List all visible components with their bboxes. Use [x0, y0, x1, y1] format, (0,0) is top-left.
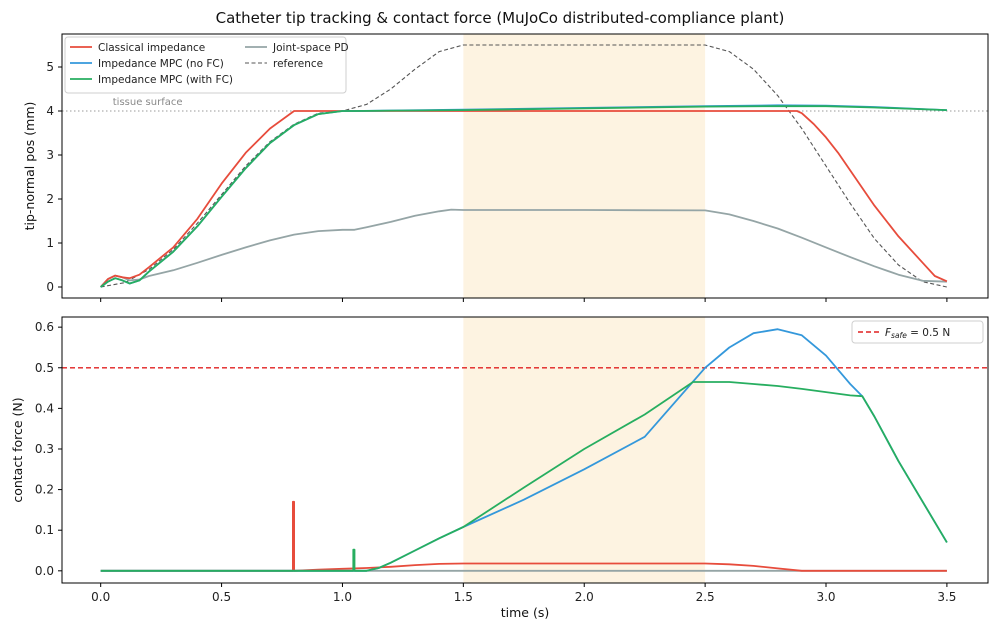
axes-frame: [61, 33, 989, 299]
plot-area: [100, 44, 948, 288]
bottom-axes: 0.0 0.5 1.0 1.5 2.0 2.5 3.0 3.5 0.0 0.1 0.2 0.3 0.4 0…: [10, 316, 989, 620]
fsafe-value: = 0.5 N: [907, 327, 950, 339]
plot-area: [100, 328, 948, 572]
y-tick-label: 0.2: [35, 483, 54, 497]
y-tick-label: 0.0: [35, 564, 54, 578]
y-tick-label: 0: [46, 280, 54, 294]
x-axis-label: time (s): [501, 605, 549, 620]
top-legend: Classical impedance Impedance MPC (no FC)…: [64, 36, 349, 94]
y-axis-label: contact force (N): [10, 397, 25, 502]
y-tick-label: 1: [46, 236, 54, 250]
legend-entry: Impedance MPC (with FC): [98, 74, 233, 86]
y-tick-label: 0.1: [35, 523, 54, 537]
fsafe-symbol: F: [885, 327, 892, 339]
shaded-region: [463, 34, 706, 298]
series-line-reference: [100, 44, 948, 288]
x-tick-label: 2.5: [696, 590, 715, 604]
y-axis-label: tip-normal pos (mm): [22, 102, 37, 231]
legend-entry: Classical impedance: [98, 42, 205, 54]
legend-entry: reference: [273, 58, 323, 70]
fsafe-subscript: safe: [891, 331, 907, 340]
x-tick-label: 3.0: [816, 590, 835, 604]
y-tick-label: 3: [46, 148, 54, 162]
top-axes: tissue surface 0 1 2 3 4 5 tip-normal pos (mm) C…: [22, 33, 989, 302]
tissue-surface-label: tissue surface: [113, 97, 183, 108]
legend-box: [64, 36, 347, 94]
y-tick-label: 0.6: [35, 320, 54, 334]
y-tick-label: 5: [46, 60, 54, 74]
series-line-mpc_fc: [100, 105, 947, 288]
series-line-classical: [100, 500, 947, 572]
x-tick-label: 0.0: [91, 590, 110, 604]
y-tick-label: 2: [46, 192, 54, 206]
y-tick-label: 0.4: [35, 401, 54, 415]
x-tick-label: 2.0: [575, 590, 594, 604]
legend-entry: Impedance MPC (no FC): [98, 58, 224, 70]
legend-entry: Joint-space PD: [272, 42, 349, 54]
x-tick-label: 1.0: [333, 590, 352, 604]
x-tick-label: 3.5: [937, 590, 956, 604]
series-line-pd: [100, 208, 947, 288]
x-tick-label: 1.5: [454, 590, 473, 604]
y-tick-label: 0.3: [35, 442, 54, 456]
y-tick-label: 0.5: [35, 361, 54, 375]
legend-box: [851, 320, 984, 344]
x-tick-label: 0.5: [212, 590, 231, 604]
legend-entry-fsafe: Fsafe = 0.5 N: [885, 327, 950, 340]
series-line-classical: [100, 110, 948, 288]
axes-frame: [61, 316, 989, 584]
series-line-mpc_fc: [100, 381, 948, 572]
figure-title: Catheter tip tracking & contact force (M…: [215, 9, 785, 27]
bottom-legend: Fsafe = 0.5 N: [851, 320, 984, 344]
y-tick-label: 4: [46, 104, 54, 118]
